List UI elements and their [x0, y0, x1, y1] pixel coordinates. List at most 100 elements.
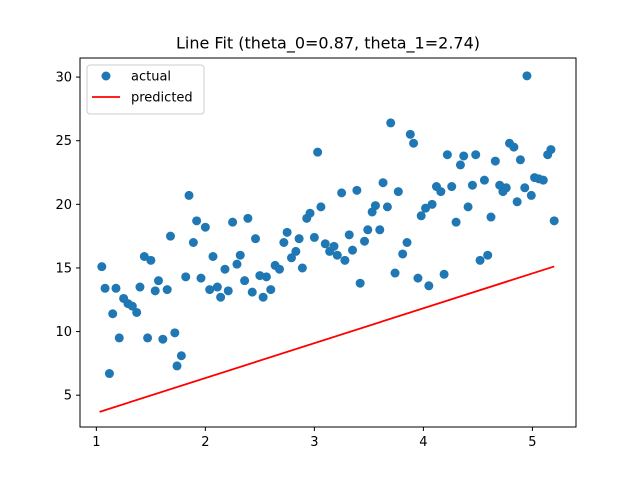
actual-point — [512, 197, 522, 207]
y-tick-label: 10 — [55, 325, 72, 340]
actual-point — [235, 250, 245, 260]
legend-predicted-label: predicted — [131, 91, 193, 106]
actual-point — [309, 232, 319, 242]
actual-point — [258, 292, 268, 302]
actual-point — [188, 238, 198, 247]
actual-point — [386, 118, 396, 128]
actual-point — [486, 212, 496, 222]
actual-point — [413, 273, 423, 283]
actual-point — [442, 150, 452, 160]
actual-point — [390, 268, 400, 278]
actual-point — [451, 217, 461, 227]
y-tick-label: 5 — [64, 389, 72, 404]
actual-point — [416, 211, 426, 221]
actual-point — [479, 175, 489, 185]
actual-point — [220, 264, 230, 274]
y-tick-label: 20 — [55, 198, 72, 213]
actual-point — [421, 203, 431, 213]
actual-point — [143, 333, 153, 343]
actual-point — [127, 301, 137, 311]
actual-point — [439, 269, 449, 279]
actual-point — [228, 217, 238, 227]
actual-point — [176, 351, 186, 361]
actual-point — [526, 190, 536, 200]
x-tick-label: 4 — [419, 435, 427, 450]
y-axis: 5 10 15 20 25 30 — [55, 71, 80, 404]
actual-point — [320, 239, 330, 249]
y-tick-label: 25 — [55, 134, 72, 149]
actual-point — [111, 283, 121, 293]
predicted-series — [99, 265, 555, 413]
actual-point — [546, 145, 556, 155]
actual-point — [297, 263, 307, 273]
actual-point — [261, 272, 271, 282]
actual-point — [501, 183, 511, 193]
y-tick-label: 30 — [55, 71, 72, 86]
actual-point — [200, 222, 210, 232]
actual-point — [135, 282, 145, 292]
actual-point — [355, 278, 365, 288]
x-axis: 1 2 3 4 5 — [92, 427, 537, 450]
actual-point — [378, 178, 388, 188]
actual-point — [150, 286, 160, 296]
actual-point — [294, 234, 304, 244]
actual-point — [208, 251, 218, 261]
actual-point — [509, 142, 519, 152]
actual-point — [538, 175, 548, 185]
actual-point — [363, 225, 373, 235]
actual-point — [459, 151, 469, 161]
actual-point — [467, 180, 477, 190]
actual-point — [463, 202, 473, 212]
actual-point — [332, 250, 342, 260]
actual-point — [340, 255, 350, 265]
actual-point — [158, 334, 168, 344]
legend-actual-label: actual — [131, 70, 171, 85]
actual-point — [471, 150, 481, 160]
actual-point — [447, 182, 457, 192]
actual-point — [251, 234, 261, 244]
actual-point — [240, 276, 250, 286]
x-tick-label: 3 — [310, 435, 318, 450]
actual-point — [522, 71, 532, 81]
actual-point — [97, 262, 107, 272]
actual-point — [205, 285, 215, 295]
actual-point — [360, 236, 370, 246]
x-tick-label: 5 — [528, 435, 536, 450]
legend: actual predicted — [86, 64, 205, 115]
actual-point — [104, 369, 114, 379]
actual-point — [181, 272, 191, 282]
x-tick-label: 1 — [92, 435, 100, 450]
actual-point — [170, 328, 180, 338]
actual-point — [165, 231, 175, 241]
actual-point — [153, 276, 163, 286]
actual-point — [114, 333, 124, 343]
axes-frame — [79, 57, 577, 428]
legend-box — [86, 64, 205, 115]
actual-point — [382, 202, 392, 212]
actual-point — [212, 282, 222, 292]
actual-point — [282, 227, 292, 237]
actual-point — [146, 255, 156, 265]
actual-point — [375, 225, 385, 235]
actual-point — [402, 238, 412, 247]
actual-point — [436, 187, 446, 197]
actual-point — [108, 309, 118, 319]
actual-point — [216, 292, 226, 302]
actual-point — [393, 187, 403, 197]
actual-point — [279, 238, 289, 247]
actual-point — [243, 213, 253, 223]
actual-point — [409, 138, 419, 148]
actual-point — [132, 307, 142, 317]
actual-point — [305, 208, 315, 218]
actual-point — [184, 190, 194, 200]
actual-point — [549, 216, 559, 226]
actual-point — [316, 202, 326, 212]
actual-point — [483, 250, 493, 260]
actual-series — [97, 71, 559, 379]
actual-point — [274, 264, 284, 274]
chart-title: Line Fit (theta_0=0.87, theta_1=2.74) — [176, 34, 480, 54]
y-tick-label: 15 — [55, 261, 72, 276]
actual-point — [172, 361, 182, 371]
actual-point — [520, 183, 530, 193]
actual-point — [427, 199, 437, 209]
